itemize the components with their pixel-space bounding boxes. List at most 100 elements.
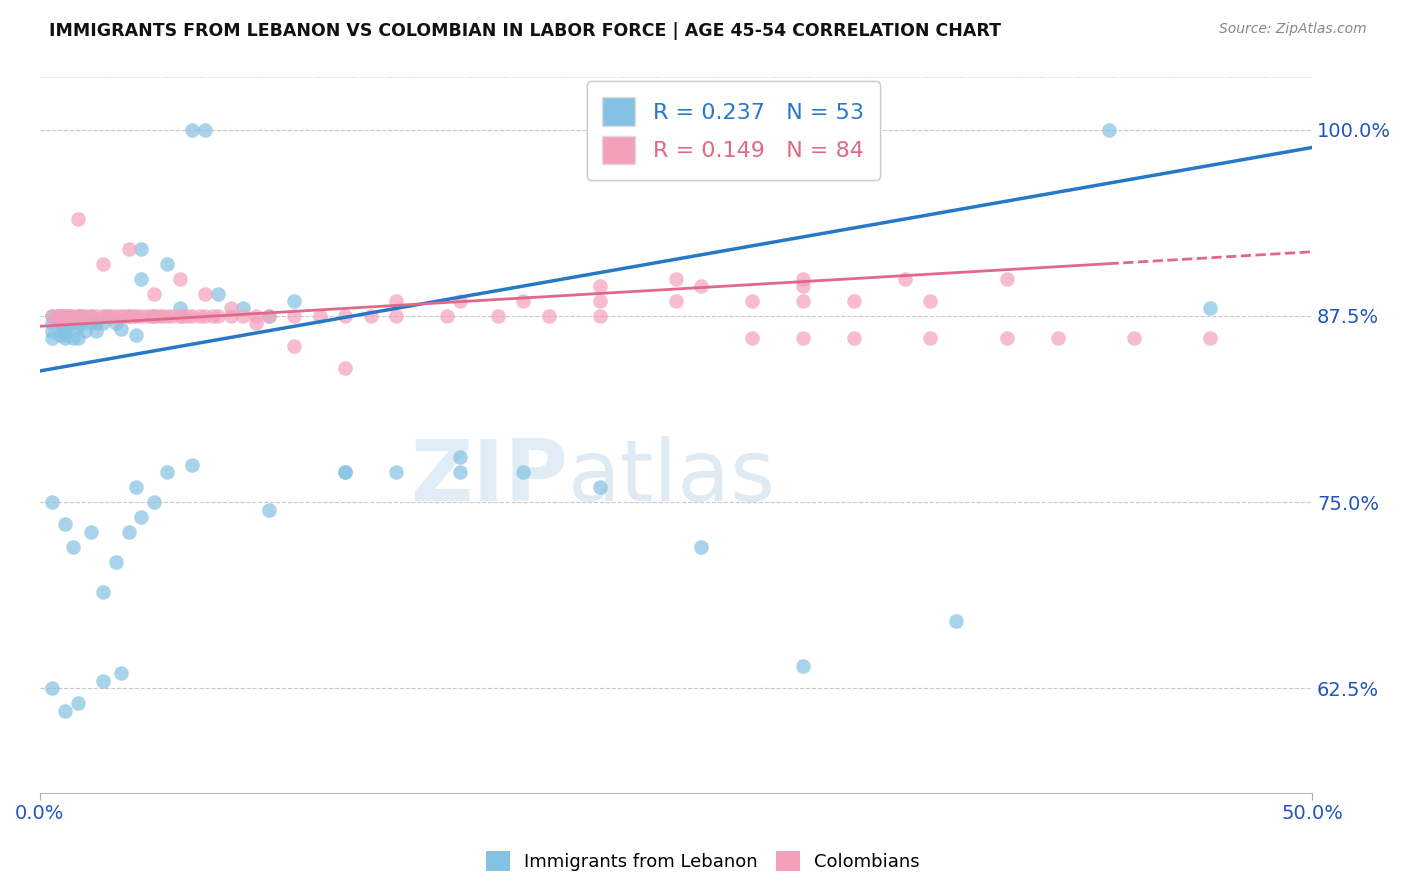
Point [995, 331, 1018, 345]
Point [41, 309, 63, 323]
Point [125, 309, 148, 323]
Point [537, 309, 560, 323]
Point [143, 309, 166, 323]
Point [169, 309, 191, 323]
Legend: Immigrants from Lebanon, Colombians: Immigrants from Lebanon, Colombians [479, 844, 927, 879]
Point [143, 309, 166, 323]
Point [690, 279, 713, 293]
Point [41, 309, 63, 323]
Text: Source: ZipAtlas.com: Source: ZipAtlas.com [1219, 22, 1367, 37]
Point [53, 517, 76, 532]
Point [91, 316, 114, 330]
Point [283, 339, 305, 353]
Point [79, 309, 101, 323]
Point [449, 293, 471, 308]
Point [131, 309, 153, 323]
Point [69, 309, 91, 323]
Point [920, 293, 942, 308]
Point [588, 480, 610, 494]
Point [53, 324, 76, 338]
Point [486, 309, 509, 323]
Point [232, 301, 254, 316]
Point [110, 666, 132, 681]
Point [245, 316, 267, 330]
Point [118, 524, 141, 539]
Point [112, 309, 135, 323]
Point [125, 480, 148, 494]
Point [105, 309, 128, 323]
Point [172, 309, 194, 323]
Point [1097, 122, 1119, 136]
Point [792, 331, 814, 345]
Point [118, 309, 141, 323]
Point [46, 309, 69, 323]
Point [49, 328, 72, 343]
Point [588, 279, 610, 293]
Point [201, 309, 224, 323]
Point [219, 301, 242, 316]
Point [91, 584, 114, 599]
Point [665, 293, 688, 308]
Point [94, 309, 117, 323]
Point [66, 309, 89, 323]
Point [46, 309, 69, 323]
Point [84, 316, 107, 330]
Point [792, 271, 814, 285]
Point [194, 309, 217, 323]
Point [62, 540, 84, 554]
Point [118, 309, 141, 323]
Point [449, 465, 471, 479]
Point [894, 271, 917, 285]
Point [665, 271, 688, 285]
Point [62, 309, 84, 323]
Point [690, 540, 713, 554]
Point [257, 309, 280, 323]
Point [512, 293, 534, 308]
Point [169, 301, 191, 316]
Point [62, 316, 84, 330]
Point [125, 328, 148, 343]
Point [188, 309, 211, 323]
Point [181, 122, 204, 136]
Point [41, 495, 63, 509]
Point [97, 309, 120, 323]
Point [219, 309, 242, 323]
Point [1046, 331, 1069, 345]
Text: ZIP: ZIP [411, 436, 568, 519]
Legend: R = 0.237   N = 53, R = 0.149   N = 84: R = 0.237 N = 53, R = 0.149 N = 84 [586, 81, 880, 179]
Point [66, 309, 89, 323]
Point [1123, 331, 1146, 345]
Point [792, 279, 814, 293]
Point [72, 309, 94, 323]
Point [181, 309, 204, 323]
Point [91, 257, 114, 271]
Point [122, 309, 145, 323]
Point [333, 361, 356, 376]
Point [588, 293, 610, 308]
Point [308, 309, 330, 323]
Point [333, 309, 356, 323]
Point [207, 286, 229, 301]
Point [741, 293, 763, 308]
Point [131, 242, 153, 256]
Point [449, 450, 471, 465]
Point [194, 122, 217, 136]
Point [53, 309, 76, 323]
Point [588, 309, 610, 323]
Point [53, 704, 76, 718]
Point [79, 524, 101, 539]
Point [360, 309, 382, 323]
Point [135, 309, 157, 323]
Point [1199, 331, 1222, 345]
Point [66, 212, 89, 227]
Point [62, 331, 84, 345]
Point [49, 309, 72, 323]
Point [385, 309, 408, 323]
Point [232, 309, 254, 323]
Point [333, 465, 356, 479]
Point [141, 309, 163, 323]
Point [79, 309, 101, 323]
Point [333, 465, 356, 479]
Point [53, 319, 76, 334]
Point [110, 309, 132, 323]
